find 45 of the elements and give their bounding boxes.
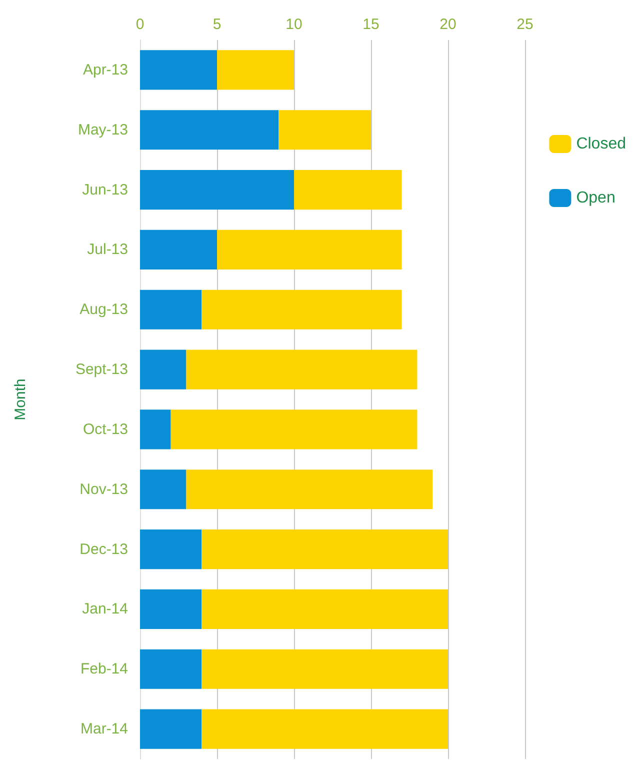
bar [278, 110, 371, 150]
y-tick-label: May-13 [78, 121, 128, 138]
bar [140, 709, 202, 749]
x-tick-label: 25 [516, 16, 534, 33]
x-tick-label: 5 [212, 16, 222, 33]
x-tick-label: 15 [362, 16, 380, 33]
x-tick-label: 20 [440, 16, 456, 33]
y-tick-label: Aug-13 [80, 301, 128, 318]
bar [217, 230, 402, 270]
y-tick-label: Sept-13 [75, 361, 128, 378]
y-axis-title: Month [12, 378, 29, 420]
y-tick-label: Oct-13 [82, 420, 128, 438]
y-tick-label: Feb-14 [80, 660, 128, 678]
y-tick-label: Jul-13 [87, 241, 128, 258]
y-tick-label: Dec-13 [80, 540, 128, 558]
bar [202, 589, 448, 629]
bar [202, 290, 402, 330]
bar [140, 589, 202, 629]
bar [186, 470, 433, 510]
bar [202, 649, 448, 689]
x-tick-label: 0 [136, 16, 144, 33]
bar [140, 410, 171, 450]
bar [140, 50, 217, 90]
legend-label: Closed [576, 136, 626, 152]
bar [217, 50, 294, 90]
y-tick-label: Mar-14 [80, 720, 128, 738]
bar [202, 530, 448, 570]
bar [294, 170, 402, 210]
y-tick-label: Nov-13 [80, 480, 128, 498]
bar [170, 410, 418, 450]
bar [140, 170, 294, 210]
bar [140, 110, 279, 150]
y-tick-label: Apr-13 [82, 61, 128, 78]
bar [202, 709, 448, 749]
legend-label: Open [576, 190, 616, 206]
bar [140, 530, 202, 570]
bar [140, 290, 202, 330]
y-tick-label: Jan-14 [82, 600, 128, 618]
bar [140, 350, 186, 390]
bar [140, 230, 217, 270]
y-tick-label: Jun-13 [82, 181, 128, 198]
bar [140, 470, 186, 510]
bar [140, 649, 202, 689]
bar [186, 350, 418, 390]
x-tick-label: 10 [286, 16, 302, 33]
